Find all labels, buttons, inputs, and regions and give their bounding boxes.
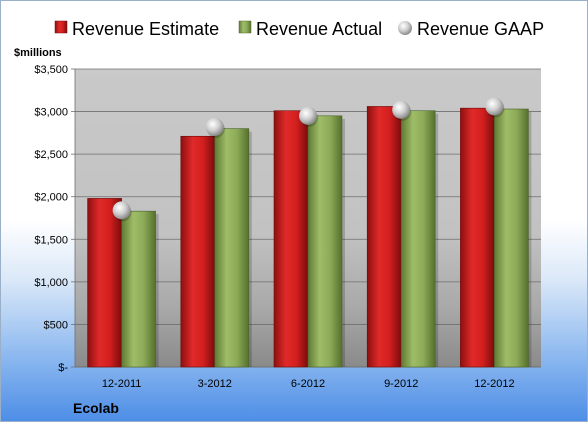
x-axis: 12-2011 3-2012 6-2012 9-2012 12-2012	[75, 366, 541, 390]
bar-actual	[307, 115, 343, 368]
bar-actual	[400, 110, 436, 368]
y-axis: $- $500 $1,000 $1,500 $2,000 $2,500 $3,000 $3,5…	[34, 64, 76, 374]
y-tick-label: $3,000	[34, 107, 68, 119]
bar-estimate	[87, 198, 122, 368]
x-tick-label: 3-2012	[198, 378, 232, 390]
y-tick-label: $1,500	[34, 234, 68, 246]
legend-item-gaap: Revenue GAAP	[398, 19, 544, 39]
gaap-marker	[299, 106, 317, 125]
gaap-marker	[392, 100, 411, 119]
bar-estimate	[180, 135, 216, 368]
legend-swatch-actual	[238, 20, 252, 34]
gaap-markers	[112, 97, 505, 222]
bar-estimate	[273, 110, 309, 368]
y-tick-label: $500	[44, 319, 68, 331]
legend: Revenue Estimate Revenue Actual Revenue …	[54, 19, 544, 39]
legend-label-actual: Revenue Actual	[256, 19, 382, 39]
bars	[87, 106, 532, 368]
bar-actual	[214, 128, 250, 368]
legend-item-estimate: Revenue Estimate	[54, 19, 219, 39]
y-tick-label: $-	[58, 362, 68, 374]
bar-estimate	[366, 106, 402, 368]
y-tick-label: $2,500	[34, 149, 68, 161]
legend-label-estimate: Revenue Estimate	[72, 19, 219, 39]
legend-item-actual: Revenue Actual	[238, 19, 382, 39]
y-axis-label: $millions	[14, 47, 62, 59]
y-tick-label: $2,000	[34, 192, 68, 204]
legend-swatch-gaap	[398, 21, 412, 35]
x-tick-label: 6-2012	[291, 378, 325, 390]
gaap-marker	[485, 97, 504, 116]
bar-actual	[494, 108, 529, 368]
x-tick-label: 12-2011	[102, 378, 142, 390]
gaap-marker	[205, 117, 224, 136]
bar-estimate	[460, 107, 495, 368]
legend-swatch-estimate	[54, 20, 68, 34]
gaap-marker	[112, 201, 131, 220]
y-tick-label: $1,000	[34, 277, 68, 289]
company-name: Ecolab	[73, 400, 119, 416]
y-tick-label: $3,500	[34, 64, 68, 76]
x-tick-label: 9-2012	[384, 378, 418, 390]
x-tick-label: 12-2012	[474, 378, 514, 390]
legend-label-gaap: Revenue GAAP	[417, 19, 544, 39]
bar-actual	[121, 210, 156, 368]
